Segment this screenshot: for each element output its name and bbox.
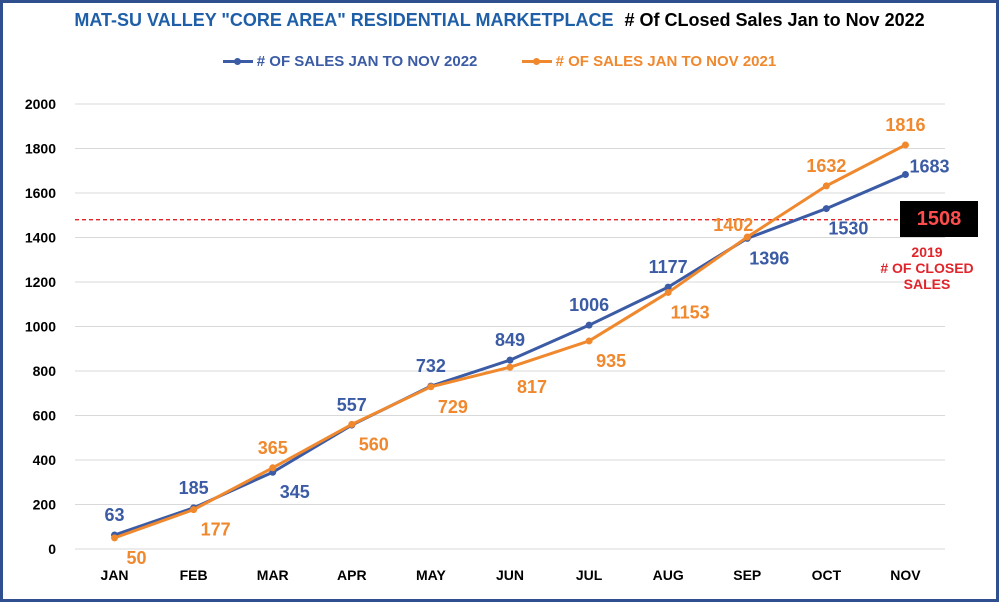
legend-label-2021: # OF SALES JAN TO NOV 2021 (555, 53, 777, 70)
data-point-2022 (822, 205, 830, 213)
x-tick-label: OCT (812, 567, 842, 583)
data-point-2021 (506, 363, 514, 371)
data-label-2022: 185 (179, 478, 209, 498)
y-tick-label: 400 (33, 452, 57, 468)
data-label-2021: 935 (596, 351, 626, 371)
data-label-2021: 365 (258, 438, 288, 458)
y-tick-label: 2000 (25, 96, 56, 112)
data-point-2022 (901, 171, 909, 179)
y-tick-label: 1400 (25, 230, 56, 246)
data-label-2022: 1396 (749, 248, 789, 268)
y-tick-label: 1200 (25, 274, 56, 290)
data-label-2021: 177 (201, 520, 231, 540)
data-point-2021 (743, 233, 751, 241)
data-point-2021 (822, 182, 830, 190)
y-tick-label: 1600 (25, 185, 56, 201)
legend-swatch-2022 (222, 58, 253, 65)
data-point-2021 (664, 288, 672, 296)
x-tick-label: SEP (733, 567, 761, 583)
data-label-2022: 345 (280, 482, 310, 502)
data-point-2021 (348, 420, 356, 428)
series-line-2022 (114, 173, 907, 537)
data-label-2022: 1177 (649, 257, 688, 277)
data-point-2021 (269, 464, 277, 472)
data-label-2022: 1530 (828, 219, 868, 239)
data-point-2021 (901, 141, 909, 149)
y-tick-label: 600 (33, 408, 57, 424)
data-label-2021: 1153 (671, 302, 710, 322)
x-tick-label: FEB (180, 567, 208, 583)
legend-item-2022: # OF SALES JAN TO NOV 2022 (222, 53, 478, 70)
data-label-2022: 63 (105, 505, 125, 525)
x-tick-label: APR (337, 567, 367, 583)
x-tick-label: JAN (101, 567, 129, 583)
y-tick-label: 1800 (25, 141, 56, 157)
data-label-2022: 1683 (909, 157, 949, 177)
legend-item-2021: # OF SALES JAN TO NOV 2021 (521, 53, 777, 70)
chart-title: MAT-SU VALLEY "CORE AREA" RESIDENTIAL MA… (0, 10, 999, 31)
x-tick-label: AUG (653, 567, 684, 583)
data-label-2021: 1632 (806, 156, 846, 176)
legend-swatch-2021 (521, 58, 552, 65)
x-tick-label: NOV (890, 567, 921, 583)
data-label-2021: 1402 (713, 215, 753, 235)
data-point-2022 (664, 283, 672, 291)
reference-value-box: 1508 (900, 201, 978, 237)
data-label-2021: 50 (127, 548, 147, 568)
legend: # OF SALES JAN TO NOV 2022 # OF SALES JA… (0, 50, 999, 70)
x-tick-label: JUN (496, 567, 524, 583)
data-label-2021: 1816 (885, 115, 925, 135)
reference-caption: 2019 # OF CLOSED SALES (862, 244, 992, 292)
x-tick-label: MAR (257, 567, 289, 583)
y-tick-label: 1000 (25, 319, 56, 335)
data-point-2022 (585, 321, 593, 329)
data-label-2021: 560 (359, 434, 389, 454)
y-tick-label: 0 (48, 541, 56, 557)
data-label-2022: 732 (416, 356, 446, 376)
chart-title-main: MAT-SU VALLEY "CORE AREA" RESIDENTIAL MA… (74, 10, 614, 30)
x-tick-label: JUL (576, 567, 603, 583)
data-point-2021 (190, 506, 198, 514)
x-tick-label: MAY (416, 567, 446, 583)
y-tick-label: 800 (33, 363, 57, 379)
reference-caption-line-1: 2019 (911, 244, 943, 260)
reference-caption-line-2: # OF CLOSED (880, 260, 974, 276)
legend-label-2022: # OF SALES JAN TO NOV 2022 (256, 53, 478, 70)
data-label-2021: 817 (517, 377, 547, 397)
y-tick-label: 200 (33, 497, 57, 513)
chart-title-sub: # Of CLosed Sales Jan to Nov 2022 (624, 10, 925, 30)
data-label-2021: 729 (438, 397, 468, 417)
data-label-2022: 557 (337, 395, 367, 415)
data-point-2021 (111, 534, 119, 542)
reference-caption-line-3: SALES (903, 276, 951, 292)
data-label-2022: 849 (495, 330, 525, 350)
data-point-2022 (506, 356, 514, 364)
data-point-2021 (427, 383, 435, 391)
data-point-2021 (585, 337, 593, 345)
data-label-2022: 1006 (569, 295, 609, 315)
